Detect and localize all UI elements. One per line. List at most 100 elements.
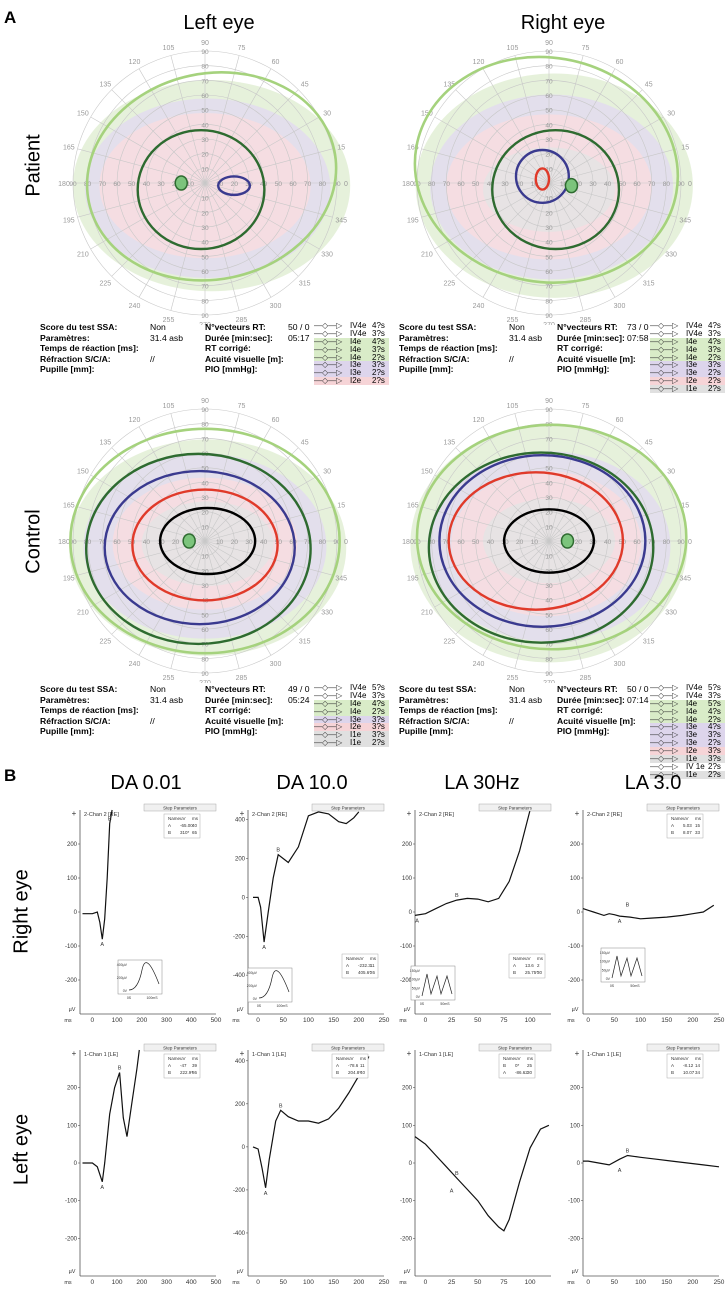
erg-x-tick: 100 xyxy=(525,1017,536,1024)
erg-x-tick: 150 xyxy=(661,1279,672,1286)
inset-x-tick: 0S xyxy=(257,1004,262,1008)
radial-label: 40 xyxy=(545,480,553,487)
results-cell: 5.03 xyxy=(683,823,692,828)
angle-label: 15 xyxy=(337,503,345,510)
radial-label: 20 xyxy=(575,181,583,188)
erg-unit-y: µV xyxy=(69,1007,76,1013)
info-refraction-value: // xyxy=(509,353,514,364)
angle-label: 0 xyxy=(344,181,348,188)
radial-label: 90 xyxy=(333,181,341,188)
angle-label: 120 xyxy=(473,59,485,66)
erg-x-tick: 150 xyxy=(328,1279,339,1286)
results-header: uV xyxy=(515,1056,521,1061)
angle-label: 0 xyxy=(344,539,348,546)
polar-spoke xyxy=(204,474,320,542)
info-vectors-value: 50 / 0 xyxy=(627,684,649,694)
legend-time: 3?s xyxy=(708,344,721,354)
erg-y-tick: -200 xyxy=(233,934,246,940)
polar-spoke xyxy=(90,474,206,542)
legend-symbol-icon: —◇—▷ xyxy=(650,714,679,724)
erg-y-tick: -200 xyxy=(65,1236,78,1242)
legend-symbol-icon: —◇—▷ xyxy=(650,683,679,692)
legend-item: —◇—▷ I4e 2?s xyxy=(650,352,725,362)
legend-patient-right: —◇—▷ IV4e 4?s —◇—▷ IV4e 3?s —◇—▷ I4e 4?s —◇—▷ I4e 3… xyxy=(650,322,725,394)
radial-label: 70 xyxy=(201,284,209,291)
inset-x-tick: 100mS xyxy=(146,996,158,1000)
angle-label: 45 xyxy=(301,439,309,446)
results-cell: A xyxy=(346,963,349,968)
angle-label: 135 xyxy=(443,439,455,446)
polar-spoke xyxy=(204,426,272,542)
angle-label: 270 xyxy=(199,680,211,683)
erg-column-la3: LA 3.0 xyxy=(624,772,682,794)
results-cell: B xyxy=(336,1070,339,1075)
legend-symbol-icon: —◇—▷ xyxy=(650,344,679,354)
results-header: ms xyxy=(695,816,702,821)
radial-label: 50 xyxy=(545,612,553,619)
results-header: Name xyxy=(168,816,181,821)
erg-y-tick: 200 xyxy=(402,1086,413,1092)
angle-label: 165 xyxy=(63,503,75,510)
erg-row-left-eye: Left eye xyxy=(10,1113,33,1186)
angle-label: 315 xyxy=(643,281,655,288)
angle-label: 300 xyxy=(270,303,282,310)
results-cell: 86 xyxy=(192,1070,198,1075)
erg-chart-right-da001: 2-Chan 2 [RE] +200 100 0 -100 -200 µV ms 0 100 200… xyxy=(62,800,222,1032)
legend-label: I3e xyxy=(686,722,698,732)
erg-x-tick: 200 xyxy=(136,1279,147,1286)
radial-label: 10 xyxy=(201,196,209,203)
erg-y-tick: -100 xyxy=(400,1199,413,1205)
inset-y-tick: 50µV xyxy=(412,986,421,990)
radial-label: 50 xyxy=(201,254,209,261)
angle-label: 135 xyxy=(99,439,111,446)
results-cell: 33 xyxy=(695,830,701,835)
erg-chart-right-la30: 2-Chan 2 [RE] +200 100 0 -100 -200 µV ms 0 25 50 75… xyxy=(397,800,557,1032)
info-pio-label: PIO [mmHg]: xyxy=(205,726,258,737)
angle-label: 240 xyxy=(473,661,485,668)
erg-x-tick: 75 xyxy=(500,1017,508,1024)
inset-x-tick: 0S xyxy=(610,984,615,988)
radial-label: 70 xyxy=(201,642,209,649)
info-pio-label: PIO [mmHg]: xyxy=(557,726,610,737)
radial-label: 80 xyxy=(545,656,553,663)
info-params-label: Paramètres: xyxy=(40,694,90,705)
radial-label: 30 xyxy=(245,539,253,546)
legend-label: I4e xyxy=(350,344,362,354)
results-cell: 2 xyxy=(537,963,540,968)
erg-x-tick: 50 xyxy=(280,1279,288,1286)
erg-x-tick: 100 xyxy=(635,1279,646,1286)
erg-marker-a: A xyxy=(450,1189,454,1195)
erg-channel-label: 1-Chan 1 [LE] xyxy=(587,1052,621,1058)
radial-label: 90 xyxy=(201,313,209,320)
radial-label: 70 xyxy=(545,284,553,291)
legend-symbol-icon: —◇—▷ xyxy=(314,368,343,378)
results-cell: 15 xyxy=(695,823,701,828)
erg-trace xyxy=(414,1124,550,1232)
erg-channel-label: 1-Chan 1 [LE] xyxy=(419,1052,453,1058)
angle-label: 330 xyxy=(665,610,677,617)
legend-label: IV4e xyxy=(350,683,367,692)
polar-spoke xyxy=(482,426,550,542)
legend-label: IV 1e xyxy=(686,761,705,771)
results-header: ms xyxy=(695,1056,702,1061)
radial-label: 20 xyxy=(231,539,239,546)
erg-x-tick: 250 xyxy=(379,1279,390,1286)
info-duration-value: 05:17 xyxy=(288,332,310,343)
polar-spoke xyxy=(434,474,550,542)
legend-symbol-icon: —◇—▷ xyxy=(650,368,679,378)
polar-spoke xyxy=(138,68,206,184)
radial-label: 90 xyxy=(333,539,341,546)
angle-label: 45 xyxy=(645,81,653,88)
radial-label: 80 xyxy=(428,539,436,546)
angle-label: 210 xyxy=(77,252,89,259)
polar-spoke xyxy=(421,540,550,576)
legend-time: 2?s xyxy=(708,352,721,362)
legend-label: IV4e xyxy=(350,321,367,330)
radial-label: 90 xyxy=(545,49,553,56)
results-cell: B xyxy=(513,970,516,975)
angle-label: 105 xyxy=(163,45,175,52)
legend-item: —◇—▷ IV4e 4?s xyxy=(650,322,725,330)
radial-label: 80 xyxy=(201,656,209,663)
radial-label: 80 xyxy=(319,181,327,188)
erg-y-tick: 0 xyxy=(74,910,78,916)
